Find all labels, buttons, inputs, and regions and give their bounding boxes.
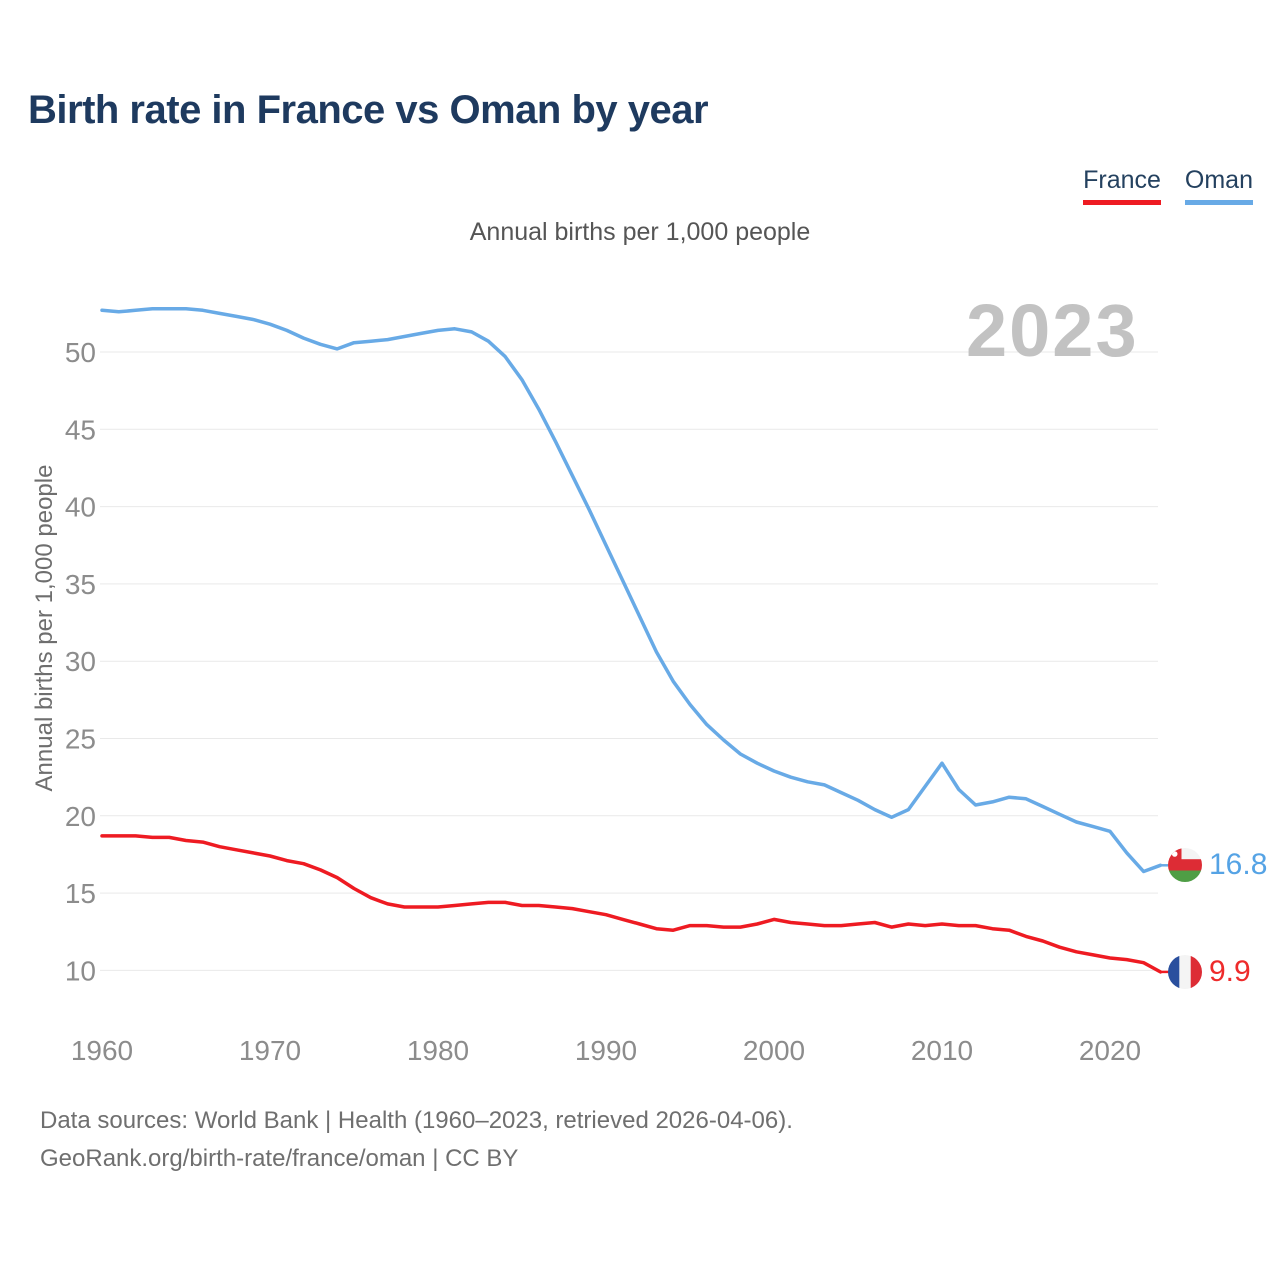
y-tick-label: 25 xyxy=(65,724,96,755)
end-label-oman: 16.8 xyxy=(1168,848,1268,883)
y-tick-label: 40 xyxy=(65,492,96,523)
legend: France Oman xyxy=(1083,166,1253,205)
y-tick-label: 10 xyxy=(65,955,96,986)
footer-sources: Data sources: World Bank | Health (1960–… xyxy=(40,1107,793,1134)
x-tick-label: 2000 xyxy=(743,1035,805,1066)
france-end-value: 9.9 xyxy=(1209,954,1251,988)
x-tick-label: 1980 xyxy=(407,1035,469,1066)
footer: Data sources: World Bank | Health (1960–… xyxy=(40,1102,793,1178)
france-flag-icon xyxy=(1168,954,1202,989)
series-line-oman[interactable] xyxy=(100,306,1163,874)
year-watermark: 2023 xyxy=(966,289,1139,372)
footer-attribution: GeoRank.org/birth-rate/france/oman | CC … xyxy=(40,1145,519,1172)
x-tick-label: 1960 xyxy=(71,1035,133,1066)
x-tick-label: 1990 xyxy=(575,1035,637,1066)
y-tick-label: 35 xyxy=(65,569,96,600)
legend-item-oman[interactable]: Oman xyxy=(1184,166,1253,205)
y-tick-label: 20 xyxy=(65,801,96,832)
page-title: Birth rate in France vs Oman by year xyxy=(28,88,709,132)
y-tick-label: 45 xyxy=(65,414,96,445)
series-line-france[interactable] xyxy=(100,834,1163,974)
y-tick-label: 50 xyxy=(65,337,96,368)
oman-end-value: 16.8 xyxy=(1209,848,1268,882)
x-tick-label: 1970 xyxy=(239,1035,301,1066)
y-tick-label: 30 xyxy=(65,646,96,677)
end-label-france: 9.9 xyxy=(1168,954,1251,989)
oman-flag-icon xyxy=(1168,848,1202,883)
chart-subtitle: Annual births per 1,000 people xyxy=(469,218,811,246)
x-tick-label: 2010 xyxy=(911,1035,973,1066)
legend-item-france[interactable]: France xyxy=(1083,166,1161,205)
y-tick-label: 15 xyxy=(65,878,96,909)
x-tick-label: 2020 xyxy=(1079,1035,1141,1066)
